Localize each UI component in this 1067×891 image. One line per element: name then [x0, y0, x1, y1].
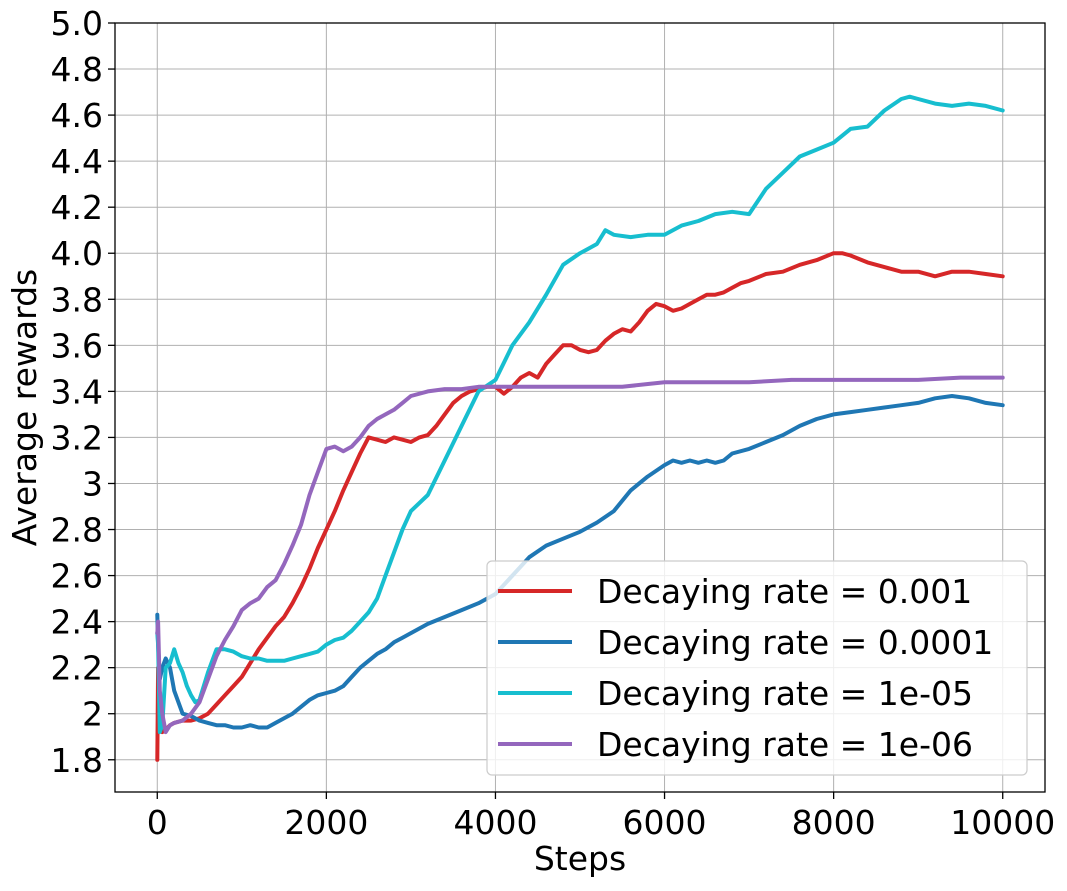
legend-label-1: Decaying rate = 0.0001 [597, 623, 993, 662]
legend-label-3: Decaying rate = 1e-06 [597, 725, 973, 764]
y-tick-label: 5.0 [51, 4, 103, 43]
y-tick-label: 3.8 [51, 280, 103, 319]
y-tick-label: 2.2 [51, 649, 103, 688]
y-tick-label: 3 [82, 464, 103, 503]
x-tick-label: 4000 [453, 803, 537, 842]
legend-label-2: Decaying rate = 1e-05 [597, 674, 973, 713]
legend-label-0: Decaying rate = 0.001 [597, 572, 972, 611]
plot-frame [114, 22, 1046, 793]
y-tick-label: 4.2 [51, 188, 103, 227]
legend-items: Decaying rate = 0.001 Decaying rate = 0.0… [498, 572, 993, 764]
x-tick-label: 6000 [623, 803, 707, 842]
y-tick-label: 3.2 [51, 418, 103, 457]
legend: Decaying rate = 0.001 Decaying rate = 0.0… [486, 560, 1028, 776]
ticks: 0 2000 4000 6000 8000 10000 1.8 2 2.2 2.4 2.6 2.8 3 3… [51, 4, 1056, 842]
y-tick-label: 4.0 [51, 234, 103, 273]
x-axis-title: Steps [534, 839, 626, 878]
x-tick-label: 10000 [950, 803, 1055, 842]
y-axis-title: Average rewards [5, 269, 44, 547]
y-tick-label: 4.4 [51, 142, 103, 181]
y-tick-label: 3.6 [51, 326, 103, 365]
x-tick-label: 0 [147, 803, 168, 842]
y-tick-label: 2.4 [51, 603, 103, 642]
series-line-0 [155, 251, 1005, 762]
series-lines [155, 94, 1005, 762]
y-tick-label: 4.8 [51, 50, 103, 89]
series-line-1 [155, 394, 1005, 730]
y-tick-label: 2 [82, 695, 103, 734]
y-tick-label: 1.8 [51, 741, 103, 780]
y-tick-label: 2.8 [51, 511, 103, 550]
y-tick-label: 4.6 [51, 96, 103, 135]
legend-box [486, 560, 1028, 776]
y-tick-label: 3.4 [51, 372, 103, 411]
y-tick-label: 2.6 [51, 557, 103, 596]
x-tick-label: 2000 [284, 803, 368, 842]
series-line-3 [155, 375, 1005, 735]
x-tick-label: 8000 [792, 803, 876, 842]
